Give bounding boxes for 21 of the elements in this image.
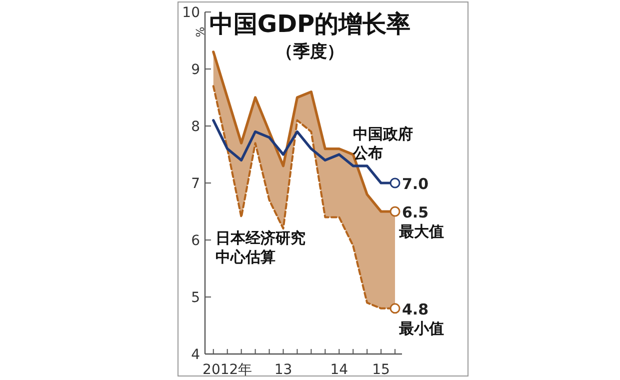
data-label: 7.0 bbox=[402, 175, 429, 193]
data-label: 4.8 bbox=[402, 300, 429, 318]
y-tick-label: 9 bbox=[191, 62, 200, 78]
series-label: 最大值 bbox=[398, 222, 444, 240]
x-tick-label: 13 bbox=[274, 362, 292, 378]
y-tick-label: 4 bbox=[191, 347, 200, 363]
series-label: 中国政府公布 bbox=[352, 125, 414, 162]
x-tick-label: 2012年 bbox=[202, 362, 252, 378]
series-label: 最小值 bbox=[398, 319, 444, 338]
x-tick-label: 15 bbox=[372, 362, 390, 378]
y-tick-label: 8 bbox=[191, 119, 200, 135]
x-tick-label: 14 bbox=[330, 362, 348, 378]
y-tick-label: 6 bbox=[191, 233, 200, 249]
y-axis-title: % bbox=[193, 26, 206, 38]
y-tick-label: 10 bbox=[182, 5, 200, 21]
y-tick-label: 5 bbox=[191, 290, 200, 306]
annotation: 日本经济研究中心估算 bbox=[215, 228, 306, 266]
text: （季度） bbox=[276, 42, 344, 62]
y-tick-label: 7 bbox=[191, 176, 200, 192]
data-label: 6.5 bbox=[402, 204, 429, 222]
chart-title: 中国GDP的增长率 bbox=[209, 10, 411, 38]
